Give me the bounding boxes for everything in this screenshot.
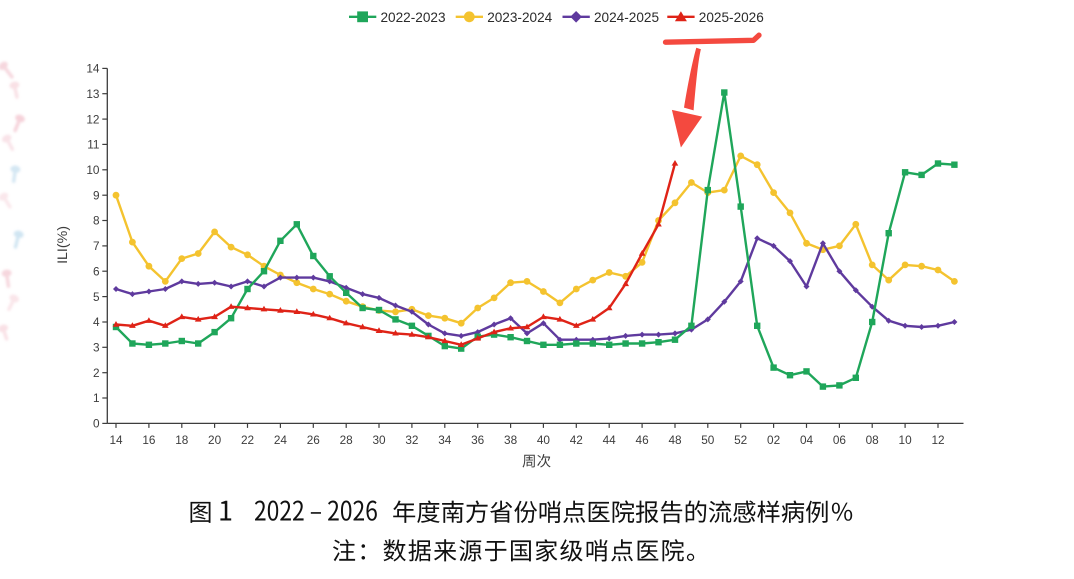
svg-text:36: 36 [471, 433, 485, 447]
svg-text:2022-2023: 2022-2023 [381, 10, 446, 25]
svg-text:14: 14 [86, 62, 100, 76]
svg-text:16: 16 [142, 433, 156, 447]
svg-text:02: 02 [767, 433, 780, 447]
svg-text:50: 50 [701, 433, 715, 447]
svg-text:2025-2026: 2025-2026 [699, 10, 764, 25]
svg-text:3: 3 [93, 341, 100, 355]
svg-text:4: 4 [93, 315, 100, 329]
svg-text:06: 06 [833, 433, 847, 447]
svg-text:24: 24 [274, 433, 288, 447]
svg-text:11: 11 [87, 138, 99, 152]
svg-text:ILI(%): ILI(%) [55, 226, 71, 264]
svg-text:30: 30 [372, 433, 386, 447]
svg-text:22: 22 [241, 433, 254, 447]
svg-text:48: 48 [668, 433, 682, 447]
svg-text:8: 8 [93, 214, 100, 228]
svg-text:38: 38 [504, 433, 518, 447]
svg-text:6: 6 [93, 264, 100, 278]
svg-text:14: 14 [109, 433, 123, 447]
svg-text:18: 18 [175, 433, 189, 447]
svg-text:2024-2025: 2024-2025 [594, 10, 659, 25]
svg-text:28: 28 [340, 433, 354, 447]
svg-text:1: 1 [93, 391, 100, 405]
svg-text:12: 12 [86, 112, 99, 126]
svg-text:44: 44 [603, 433, 617, 447]
svg-text:5: 5 [93, 290, 100, 304]
svg-text:20: 20 [208, 433, 222, 447]
svg-text:10: 10 [86, 163, 100, 177]
svg-text:42: 42 [570, 433, 583, 447]
svg-text:12: 12 [931, 433, 944, 447]
svg-text:34: 34 [438, 433, 452, 447]
svg-text:13: 13 [86, 87, 100, 101]
svg-text:40: 40 [537, 433, 551, 447]
svg-text:0: 0 [93, 417, 100, 431]
svg-text:10: 10 [899, 433, 913, 447]
svg-text:32: 32 [405, 433, 418, 447]
svg-text:9: 9 [93, 188, 100, 202]
svg-text:04: 04 [800, 433, 814, 447]
svg-text:26: 26 [307, 433, 321, 447]
svg-text:46: 46 [636, 433, 650, 447]
svg-text:2: 2 [93, 366, 100, 380]
svg-text:52: 52 [734, 433, 747, 447]
svg-text:08: 08 [866, 433, 880, 447]
svg-text:2023-2024: 2023-2024 [487, 10, 552, 25]
svg-text:7: 7 [93, 239, 100, 253]
